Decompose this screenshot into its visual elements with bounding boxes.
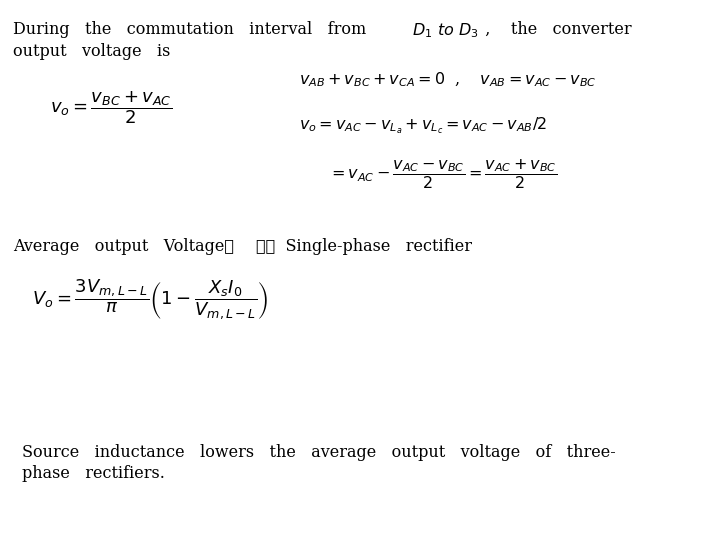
Text: During   the   commutation   interval   from: During the commutation interval from: [13, 21, 366, 37]
Text: ,    the   converter: , the converter: [475, 21, 632, 37]
Text: $= v_{AC} - \dfrac{v_{AC} - v_{BC}}{2} = \dfrac{v_{AC} + v_{BC}}{2}$: $= v_{AC} - \dfrac{v_{AC} - v_{BC}}{2} =…: [328, 157, 557, 191]
Text: Average   output   Voltage：: Average output Voltage：: [13, 238, 234, 254]
Text: $D_1 \ \mathit{to} \ D_3$: $D_1 \ \mathit{to} \ D_3$: [412, 22, 479, 40]
Text: Source   inductance   lowers   the   average   output   voltage   of   three-: Source inductance lowers the average out…: [22, 444, 616, 461]
Text: output   voltage   is: output voltage is: [13, 43, 171, 60]
Text: $v_{AB} + v_{BC} + v_{CA} = 0$  ,    $v_{AB} = v_{AC} - v_{BC}$: $v_{AB} + v_{BC} + v_{CA} = 0$ , $v_{AB}…: [299, 71, 596, 89]
Text: 類似  Single-phase   rectifier: 類似 Single-phase rectifier: [256, 238, 472, 254]
Text: phase   rectifiers.: phase rectifiers.: [22, 465, 164, 482]
Text: $v_o = v_{AC} - v_{L_a} + v_{L_c} = v_{AC} - v_{AB}/2$: $v_o = v_{AC} - v_{L_a} + v_{L_c} = v_{A…: [299, 115, 547, 136]
Text: $v_o = \dfrac{v_{BC} + v_{AC}}{2}$: $v_o = \dfrac{v_{BC} + v_{AC}}{2}$: [50, 90, 173, 126]
Text: $V_o = \dfrac{3V_{m,L-L}}{\pi}\left(1 - \dfrac{X_s I_0}{V_{m,L-L}}\right)$: $V_o = \dfrac{3V_{m,L-L}}{\pi}\left(1 - …: [32, 278, 269, 322]
